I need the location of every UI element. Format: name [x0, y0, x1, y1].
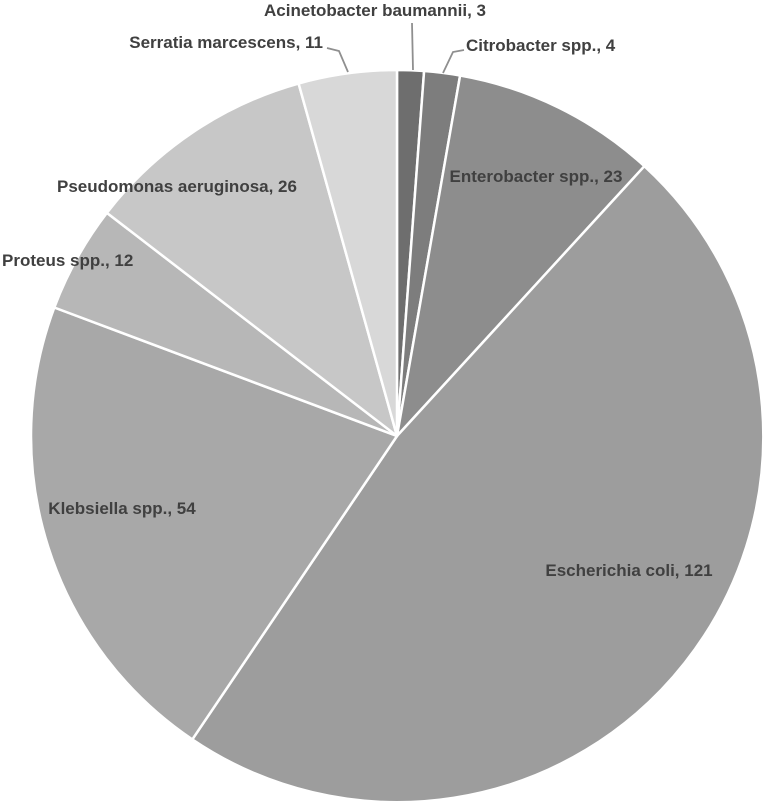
slice-label-escherichia-coli: Escherichia coli, 121: [545, 561, 712, 580]
slice-label-enterobacter-spp: Enterobacter spp., 23: [450, 167, 623, 186]
pie-slice-enterobacter-spp[interactable]: [395, 74, 646, 438]
pie-slice-klebsiella-spp[interactable]: [29, 306, 399, 741]
slice-label-klebsiella-spp: Klebsiella spp., 54: [48, 499, 196, 518]
slice-label-acinetobacter-baumannii: Acinetobacter baumannii, 3: [264, 1, 486, 20]
pie-slice-escherichia-coli[interactable]: [191, 164, 765, 804]
slice-label-serratia-marcescens: Serratia marcescens, 11: [129, 33, 323, 52]
leader-line-citrobacter-spp: [442, 49, 465, 74]
slice-label-citrobacter-spp: Citrobacter spp., 4: [466, 36, 616, 55]
pie-slice-serratia-marcescens[interactable]: [297, 68, 399, 438]
leader-line-acinetobacter-baumannii: [411, 22, 414, 71]
pie-slice-pseudomonas-aeruginosa[interactable]: [105, 82, 399, 438]
slice-label-proteus-spp: Proteus spp., 12: [2, 251, 133, 270]
slice-label-pseudomonas-aeruginosa: Pseudomonas aeruginosa, 26: [57, 177, 297, 196]
leader-line-serratia-marcescens: [326, 47, 349, 73]
